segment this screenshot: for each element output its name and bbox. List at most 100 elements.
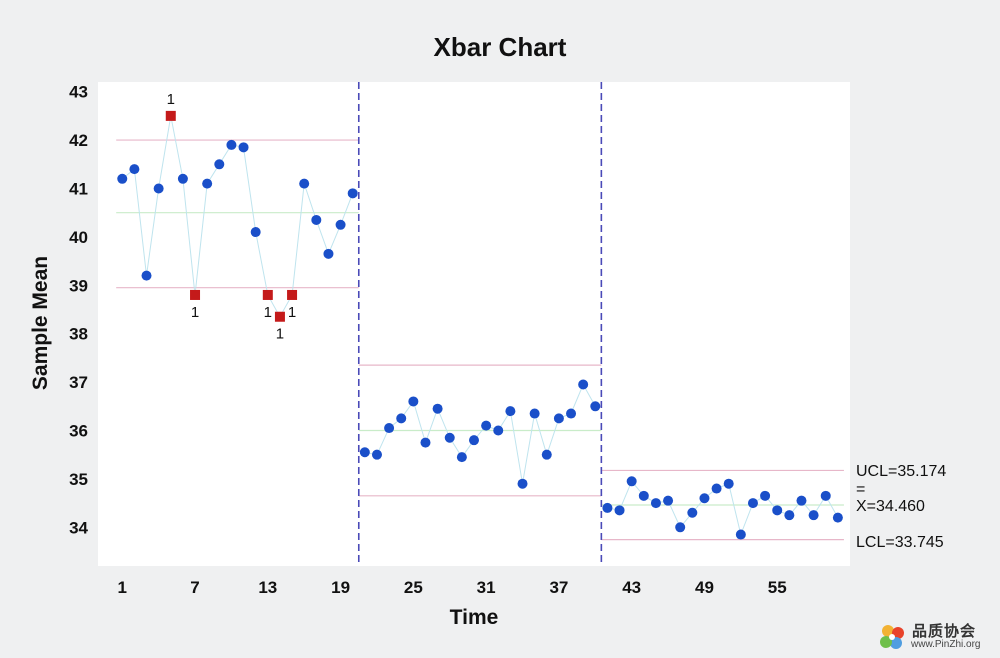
x-tick-label: 31 — [477, 578, 496, 597]
data-point — [384, 423, 395, 434]
x-tick-label: 49 — [695, 578, 714, 597]
data-point — [202, 178, 213, 189]
data-point — [444, 432, 455, 443]
flower-logo-icon — [880, 625, 904, 649]
y-tick-label: 37 — [69, 373, 88, 392]
data-point — [638, 490, 649, 501]
flag-label: 1 — [288, 304, 296, 321]
flag-label: 1 — [167, 91, 175, 108]
data-point — [675, 522, 686, 533]
x-tick-label: 37 — [549, 578, 568, 597]
data-point — [614, 505, 625, 516]
data-point — [541, 449, 552, 460]
out-of-control-point — [190, 289, 201, 300]
flag-label: 1 — [276, 326, 284, 343]
data-point — [153, 183, 164, 194]
data-point — [323, 248, 334, 259]
y-tick-label: 42 — [69, 131, 88, 150]
data-point — [663, 495, 674, 506]
data-point — [408, 396, 419, 407]
data-point — [650, 498, 661, 509]
data-point — [687, 507, 698, 518]
chart-title: Xbar Chart — [434, 32, 567, 62]
data-point — [177, 173, 188, 184]
y-tick-label: 34 — [69, 518, 88, 537]
x-tick-label: 55 — [768, 578, 787, 597]
out-of-control-point — [274, 311, 285, 322]
data-point — [626, 476, 637, 487]
data-point — [335, 219, 346, 230]
x-tick-labels: 1 7 13 19 25 31 37 43 49 55 — [118, 578, 787, 597]
flag-label: 1 — [264, 304, 272, 321]
ucl-label: UCL=35.174 — [856, 463, 946, 480]
y-tick-label: 39 — [69, 276, 88, 295]
data-point — [772, 505, 783, 516]
y-tick-label: 38 — [69, 325, 88, 344]
y-tick-label: 36 — [69, 421, 88, 440]
center-line-label: X=34.460 — [856, 498, 925, 515]
data-point — [456, 452, 467, 463]
data-point — [832, 512, 843, 523]
watermark-url: www.PinZhi.org — [911, 639, 981, 650]
data-point — [311, 214, 322, 225]
out-of-control-flags: 11 111 — [167, 91, 297, 343]
stage-dividers — [357, 82, 603, 566]
y-tick-label: 41 — [69, 179, 88, 198]
center-bar-label: = — [856, 481, 865, 498]
data-point — [735, 529, 746, 540]
flag-label: 1 — [191, 304, 199, 321]
data-point — [505, 406, 516, 417]
data-point — [141, 270, 152, 281]
x-tick-label: 25 — [404, 578, 423, 597]
lcl-label: LCL=33.745 — [856, 534, 944, 551]
control-limit-lines — [116, 139, 844, 541]
watermark: 品质协会 www.PinZhi.org — [876, 620, 996, 656]
data-point — [699, 493, 710, 504]
data-point — [432, 403, 443, 414]
data-point — [578, 379, 589, 390]
data-point — [796, 495, 807, 506]
out-of-control-point — [287, 289, 298, 300]
data-point — [493, 425, 504, 436]
data-point — [371, 449, 382, 460]
data-point — [529, 408, 540, 419]
y-tick-label: 43 — [69, 83, 88, 102]
data-point — [711, 483, 722, 494]
out-of-control-point — [262, 289, 273, 300]
x-tick-label: 13 — [258, 578, 277, 597]
data-point — [553, 413, 564, 424]
data-point — [784, 510, 795, 521]
data-point — [747, 498, 758, 509]
x-tick-label: 19 — [331, 578, 350, 597]
data-point — [760, 490, 771, 501]
y-tick-label: 35 — [69, 470, 88, 489]
out-of-control-point — [165, 110, 176, 121]
y-tick-label: 40 — [69, 228, 88, 247]
x-tick-label: 43 — [622, 578, 641, 597]
data-point — [481, 420, 492, 431]
data-point — [250, 227, 261, 238]
data-point — [396, 413, 407, 424]
connector-stage-1 — [121, 115, 354, 318]
x-tick-label: 1 — [118, 578, 127, 597]
x-axis-label: Time — [450, 606, 499, 629]
data-point — [214, 159, 225, 170]
data-point — [723, 478, 734, 489]
y-tick-labels: 34 35 36 37 38 39 40 41 42 43 — [69, 83, 88, 538]
data-point — [590, 401, 601, 412]
data-point — [129, 164, 140, 175]
y-axis-label: Sample Mean — [29, 256, 52, 390]
data-point — [808, 510, 819, 521]
data-points — [117, 110, 843, 540]
data-point — [602, 502, 613, 513]
data-point — [117, 173, 128, 184]
plot-area — [98, 82, 850, 566]
data-point — [238, 142, 249, 153]
data-point — [469, 435, 479, 446]
data-point — [517, 478, 528, 489]
x-tick-label: 7 — [190, 578, 199, 597]
data-point — [299, 178, 310, 189]
data-point — [359, 447, 370, 458]
data-point — [420, 437, 431, 448]
